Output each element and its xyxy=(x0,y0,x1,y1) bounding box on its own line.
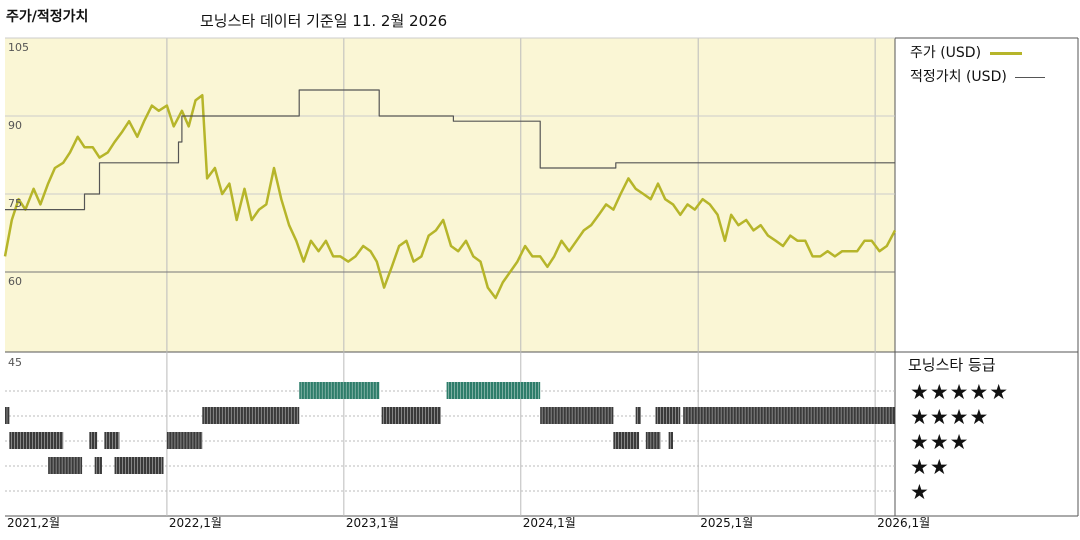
fair-value-line xyxy=(5,89,895,211)
rating-bar-4-star xyxy=(381,407,441,424)
y-tick-label: 60 xyxy=(8,275,22,288)
rating-stars-3: ★★★ xyxy=(910,430,970,454)
y-tick-label: 90 xyxy=(8,119,22,132)
x-tick-label: 2023,1월 xyxy=(346,516,399,530)
rating-bar-3-star xyxy=(9,432,64,449)
x-tick-label: 2021,2월 xyxy=(7,516,60,530)
x-tick-label: 2022,1월 xyxy=(169,516,222,530)
legend-price: 주가 (USD) xyxy=(910,42,1022,62)
series-layer xyxy=(3,89,897,300)
rating-layer xyxy=(5,382,895,474)
x-tick-label: 2026,1월 xyxy=(877,516,930,530)
y-tick-label: 45 xyxy=(8,356,22,369)
rating-stars-5: ★★★★★ xyxy=(910,380,1010,404)
rating-bar-4-star xyxy=(655,407,681,424)
rating-bar-4-star xyxy=(635,407,641,424)
rating-panel-title: 모닝스타 등급 xyxy=(908,356,996,374)
rating-bar-4-star xyxy=(202,407,300,424)
legend-fair-value-label: 적정가치 (USD) xyxy=(910,69,1007,85)
x-tick-label: 2025,1월 xyxy=(700,516,753,530)
rating-bar-3-star xyxy=(613,432,640,449)
rating-bar-2-star xyxy=(114,457,164,474)
rating-bar-4-star xyxy=(540,407,614,424)
y-tick-label: 105 xyxy=(8,41,29,54)
grid-lines xyxy=(5,37,895,516)
rating-stars-1: ★ xyxy=(910,480,930,504)
rating-bar-3-star xyxy=(166,432,203,449)
rating-bar-3-star xyxy=(89,432,98,449)
axis-labels: 105 90 75 60 45 2021,2월 2022,1월 2023,1월 2024,1월 2… xyxy=(7,41,930,530)
y-tick-label: 75 xyxy=(8,197,22,210)
chart-subtitle: 모닝스타 데이터 기준일 11. 2월 2026 xyxy=(200,12,448,30)
price-line xyxy=(3,93,897,300)
x-tick-label: 2024,1월 xyxy=(523,516,576,530)
chart-title: 주가/적정가치 xyxy=(6,9,89,25)
rating-stars-4: ★★★★ xyxy=(910,405,990,429)
rating-stars-2: ★★ xyxy=(910,455,950,479)
price-panel-background xyxy=(5,38,895,352)
legend-price-label: 주가 (USD) xyxy=(910,45,982,61)
legend-fair-value-swatch xyxy=(1015,76,1046,78)
chart-frame xyxy=(5,37,1079,517)
legend-price-swatch xyxy=(989,51,1022,55)
legend-fair-value: 적정가치 (USD) xyxy=(910,66,1046,86)
rating-bar-2-star xyxy=(94,457,102,474)
